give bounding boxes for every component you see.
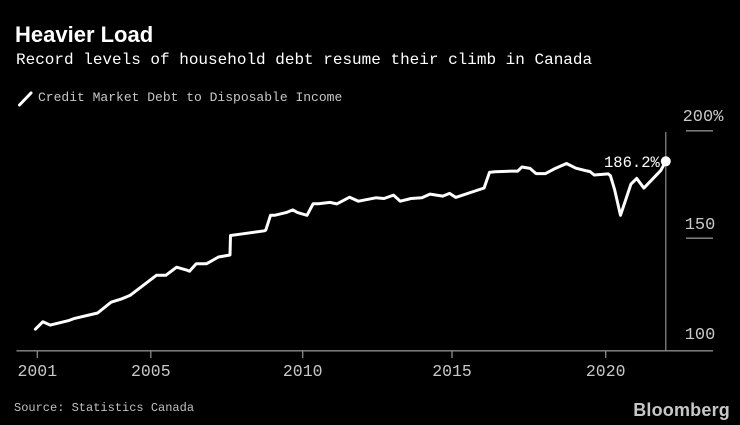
svg-text:100: 100 xyxy=(685,326,716,345)
svg-text:186.2%: 186.2% xyxy=(604,154,661,172)
svg-text:2020: 2020 xyxy=(586,362,626,381)
svg-text:150: 150 xyxy=(685,216,716,235)
svg-text:2005: 2005 xyxy=(131,362,171,381)
svg-text:2010: 2010 xyxy=(283,362,323,381)
svg-text:200%: 200% xyxy=(683,108,725,127)
svg-text:2015: 2015 xyxy=(432,362,472,381)
svg-text:2001: 2001 xyxy=(17,362,57,381)
